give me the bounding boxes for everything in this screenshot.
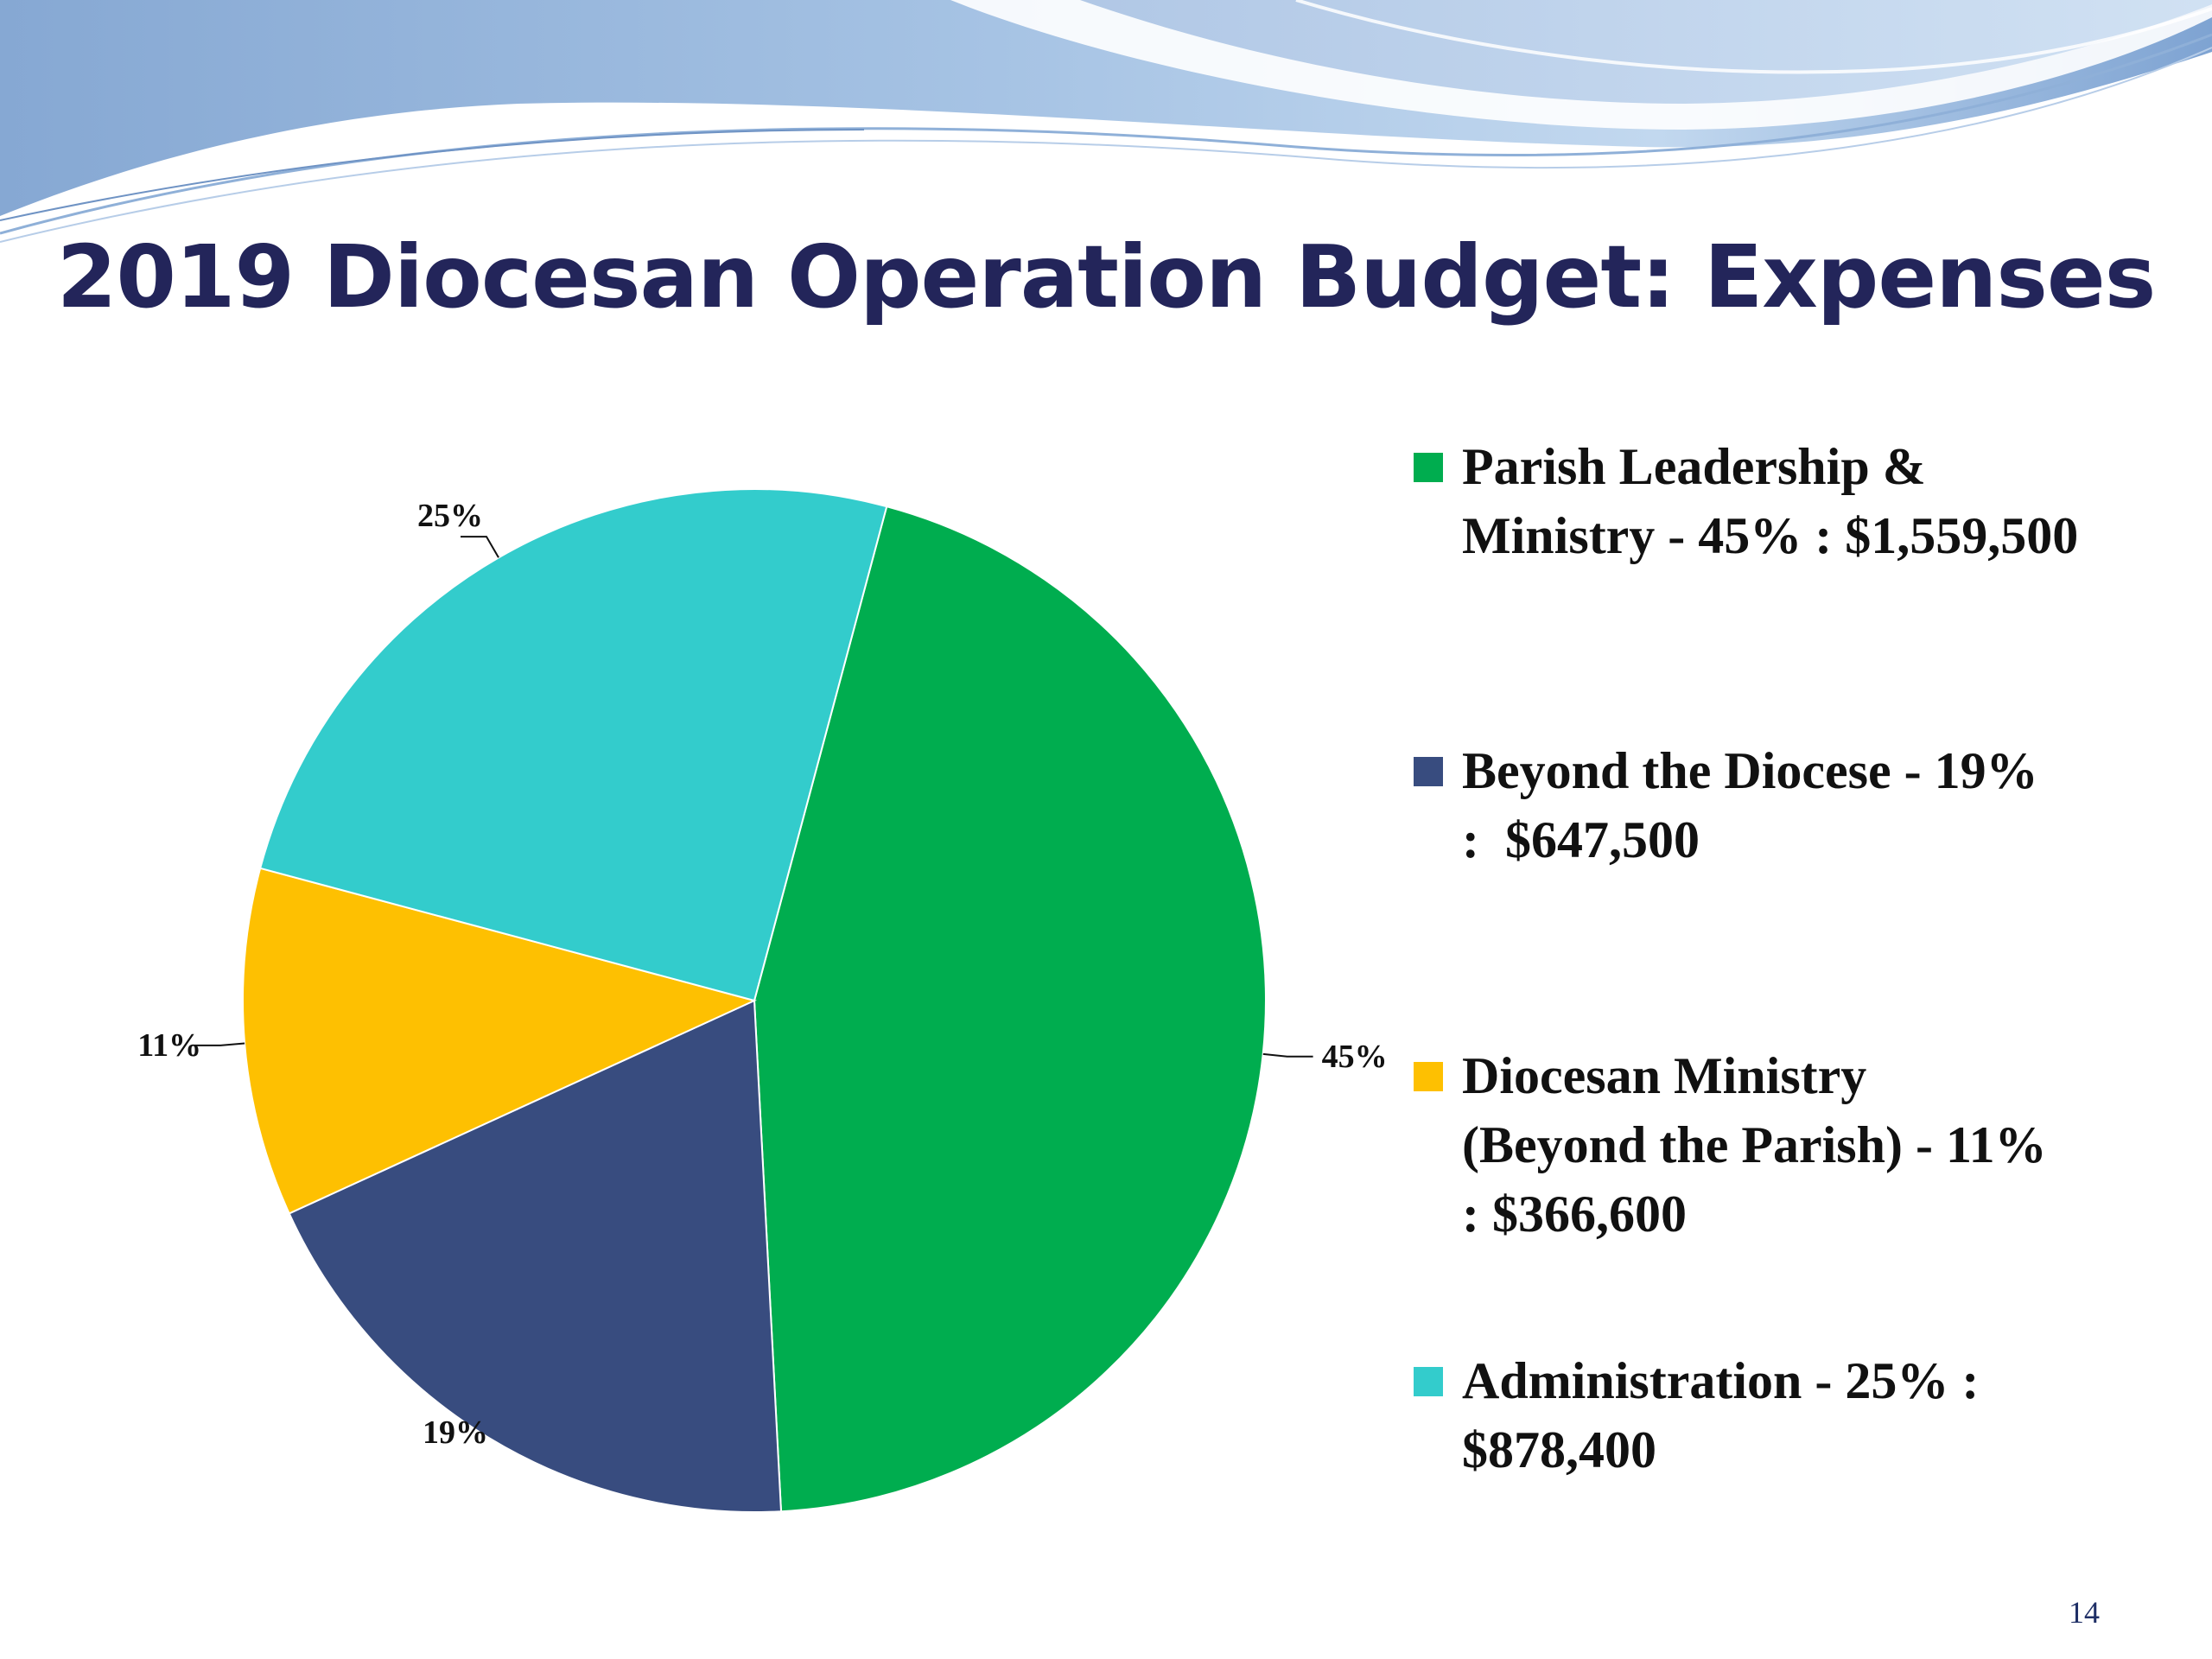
legend-label: Administration - 25% : $878,400 bbox=[1462, 1346, 2205, 1484]
legend-swatch bbox=[1414, 1062, 1443, 1091]
chart-legend: Parish Leadership & Ministry - 45% : $1,5… bbox=[1412, 0, 2207, 1659]
leader-line bbox=[194, 1042, 245, 1046]
legend-swatch bbox=[1414, 453, 1443, 482]
legend-label: Beyond the Diocese - 19% : $647,500 bbox=[1462, 736, 2205, 874]
legend-label-line: : $647,500 bbox=[1462, 811, 1700, 868]
pie-slice bbox=[242, 867, 757, 1215]
pie-slice bbox=[288, 999, 783, 1513]
legend-label-line: Administration - 25% : bbox=[1462, 1352, 1980, 1409]
legend-label-line: (Beyond the Parish) - 11% bbox=[1462, 1116, 2047, 1173]
header-wave-banner bbox=[0, 0, 2212, 243]
legend-label-line: Parish Leadership & bbox=[1462, 438, 1926, 495]
pie-slice bbox=[753, 505, 1267, 1513]
legend-swatch bbox=[1414, 1367, 1443, 1396]
legend-label-line: Beyond the Diocese - 19% bbox=[1462, 742, 2038, 799]
page-number: 14 bbox=[2069, 1595, 2100, 1630]
legend-label-line: Ministry - 45% : $1,559,500 bbox=[1462, 507, 2079, 564]
slice-label: 25% bbox=[417, 498, 483, 534]
pie-slice bbox=[258, 488, 888, 1002]
legend-label-line: $878,400 bbox=[1462, 1421, 1656, 1478]
legend-label: Diocesan Ministry (Beyond the Parish) - 1… bbox=[1462, 1041, 2205, 1249]
legend-swatch bbox=[1414, 757, 1443, 786]
slice-label: 19% bbox=[423, 1414, 488, 1451]
legend-label: Parish Leadership & Ministry - 45% : $1,5… bbox=[1462, 432, 2205, 570]
slice-label: 45% bbox=[1322, 1039, 1388, 1075]
legend-label-line: : $366,600 bbox=[1462, 1185, 1687, 1243]
leader-line bbox=[461, 536, 499, 558]
slice-label: 11% bbox=[137, 1027, 201, 1064]
page-title: 2019 Diocesan Operation Budget: Expenses bbox=[56, 226, 2157, 327]
legend-label-line: Diocesan Ministry bbox=[1462, 1047, 1867, 1104]
leader-line bbox=[1262, 1052, 1313, 1058]
pie-chart: 45% 19% 11% 25% bbox=[137, 488, 1388, 1513]
